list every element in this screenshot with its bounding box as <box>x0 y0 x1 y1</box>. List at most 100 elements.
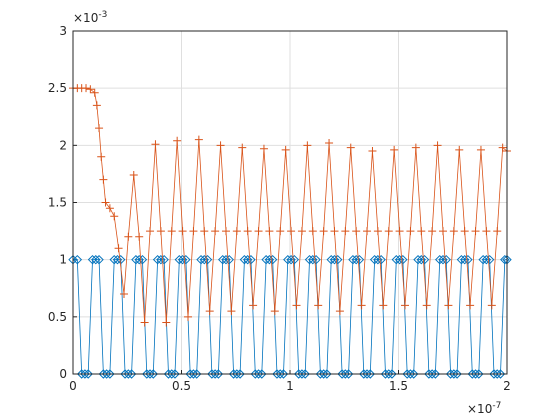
diamond-marker <box>152 254 163 265</box>
plus-marker <box>140 318 149 327</box>
plus-marker <box>411 143 420 152</box>
plus-marker <box>325 139 334 148</box>
diamond-marker <box>246 254 256 265</box>
diamond-marker <box>365 369 375 379</box>
plus-marker <box>227 307 236 316</box>
diamond-marker <box>329 254 340 265</box>
plus-marker <box>390 145 399 154</box>
plus-marker <box>373 227 382 236</box>
diamond-marker <box>101 369 112 379</box>
plus-marker <box>438 227 447 236</box>
diamond-marker <box>304 254 315 265</box>
plus-marker <box>487 301 496 310</box>
plus-marker <box>167 227 176 236</box>
diamond-marker <box>210 369 220 379</box>
diamond-marker <box>218 254 228 265</box>
diamond-marker <box>293 369 304 379</box>
plus-marker <box>335 307 344 316</box>
y-tick-label: 2.5 <box>48 81 67 95</box>
diamond-marker <box>131 254 141 265</box>
diamond-marker <box>109 254 119 265</box>
diamond-marker <box>359 369 369 379</box>
diamond-marker <box>250 369 260 379</box>
diamond-marker <box>224 254 234 265</box>
plus-marker <box>86 85 95 94</box>
diamond-marker <box>398 254 408 265</box>
plus-marker <box>216 141 225 150</box>
diamond-marker <box>199 254 209 265</box>
diamond-marker <box>416 254 426 265</box>
diamond-marker <box>463 254 473 265</box>
plus-marker <box>352 227 361 236</box>
plus-marker <box>417 227 426 236</box>
diamond-marker <box>120 369 130 379</box>
diamond-marker <box>257 369 267 379</box>
plot-area <box>68 84 512 379</box>
diamond-marker <box>83 369 93 379</box>
plus-marker <box>341 227 350 236</box>
plus-marker <box>135 232 144 241</box>
diamond-marker <box>470 369 481 379</box>
plus-marker <box>319 227 328 236</box>
plus-marker <box>200 227 209 236</box>
diamond-marker <box>459 254 470 265</box>
diamond-marker <box>452 369 462 379</box>
diamond-marker <box>369 254 380 265</box>
x-tick-label: 1.5 <box>389 379 408 393</box>
plus-marker <box>221 227 230 236</box>
plus-marker <box>178 227 187 236</box>
diamond-marker <box>441 254 451 265</box>
diamond-marker <box>384 369 394 379</box>
plus-marker <box>232 227 241 236</box>
plus-marker <box>124 232 133 241</box>
y-tick-label: 3 <box>59 24 67 38</box>
plus-marker <box>129 171 138 180</box>
plus-marker <box>428 227 437 236</box>
diamond-marker <box>80 369 90 379</box>
plus-marker <box>444 301 453 310</box>
diamond-marker <box>98 369 109 379</box>
plus-marker <box>476 145 485 154</box>
diamond-marker <box>76 369 87 379</box>
x-tick-label: 0.5 <box>172 379 191 393</box>
diamond-marker <box>137 254 148 265</box>
plus-marker <box>395 227 404 236</box>
diamond-marker <box>489 369 499 379</box>
plus-marker <box>265 227 274 236</box>
diamond-marker <box>123 369 134 379</box>
plus-marker <box>276 227 285 236</box>
diamond-marker <box>264 254 275 265</box>
diamond-marker <box>145 369 155 379</box>
diamond-marker <box>445 369 456 379</box>
diamond-marker <box>286 254 296 265</box>
plus-marker <box>406 227 415 236</box>
diamond-marker <box>308 254 318 265</box>
plus-marker <box>243 227 252 236</box>
plus-marker <box>189 227 198 236</box>
diamond-marker <box>170 369 180 379</box>
plus-marker <box>471 227 480 236</box>
plus-marker <box>384 227 393 236</box>
plus-marker <box>449 227 458 236</box>
plus-marker <box>184 312 193 321</box>
x-multiplier-base: ×10 <box>467 402 492 416</box>
plus-marker <box>401 301 410 310</box>
plus-marker <box>314 301 323 310</box>
diamond-marker <box>456 254 467 265</box>
series-line <box>73 87 508 323</box>
plus-marker <box>330 227 339 236</box>
x-multiplier: ×10-7 <box>467 401 501 416</box>
diamond-marker <box>148 369 158 379</box>
diamond-marker <box>449 369 459 379</box>
diamond-marker <box>213 369 224 379</box>
x-tick-label: 0 <box>69 379 77 393</box>
diamond-marker <box>343 369 354 379</box>
x-tick-label: 1 <box>286 379 294 393</box>
diamond-marker <box>391 254 402 265</box>
diamond-marker <box>380 369 391 379</box>
plus-marker <box>303 141 312 150</box>
y-tick-label: 1.5 <box>48 196 67 210</box>
diamond-marker <box>351 254 361 265</box>
diamond-marker <box>311 254 321 265</box>
